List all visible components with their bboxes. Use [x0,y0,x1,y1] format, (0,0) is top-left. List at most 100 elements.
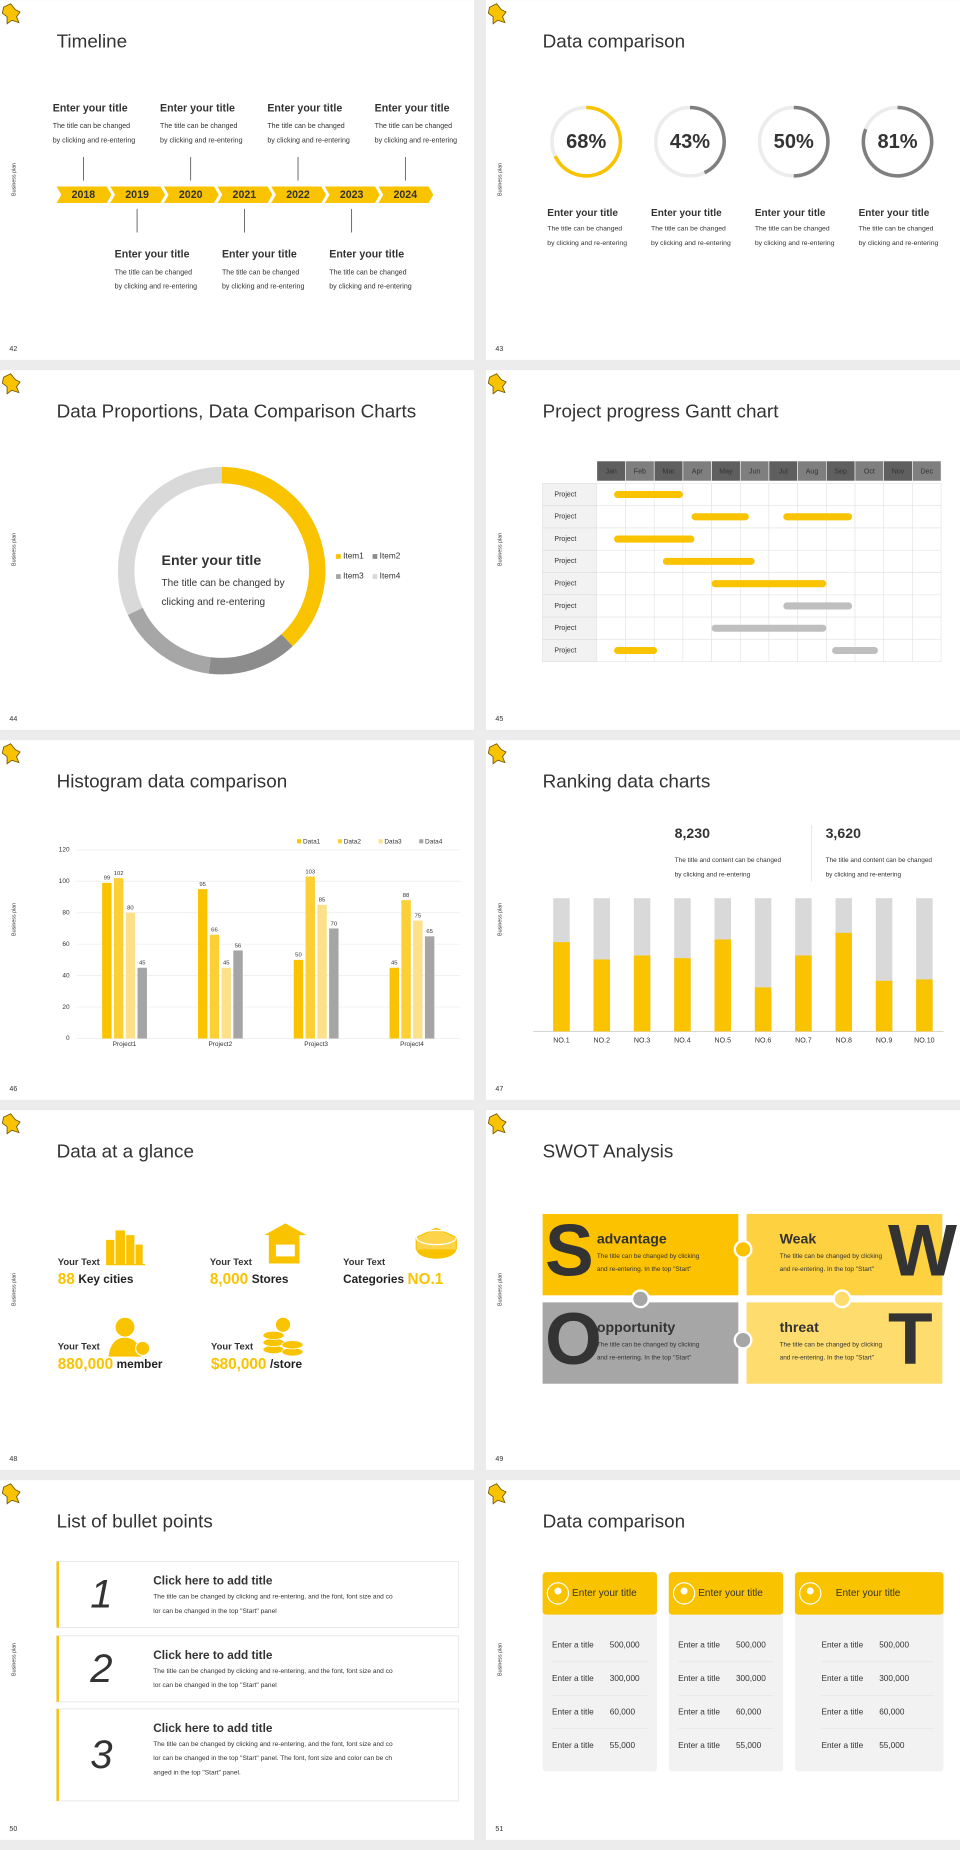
x-tick-label: NO.6 [755,1038,772,1045]
event-desc: The title can be changed [115,269,192,276]
y-tick-label: 40 [62,972,70,979]
cell [653,639,684,662]
cell [653,572,684,596]
cell [739,527,770,551]
bullet-title: Click here to add title [153,1575,273,1588]
item-label: Your Text [58,1256,101,1267]
item-label: Your Text [58,1341,101,1352]
legend-swatch [372,574,378,579]
swot-letter: T [888,1299,933,1380]
x-tick-label: NO.9 [876,1038,893,1045]
bar-value-label: 45 [223,961,230,967]
icon [115,1230,125,1265]
month-label: Apr [692,468,704,475]
x-tick-label: NO.3 [634,1038,651,1045]
icon [262,1330,285,1340]
item-unit: /store [270,1358,303,1371]
bullet-desc: The title can be changed by clicking and… [153,1594,393,1601]
bullet-title: Click here to add title [153,1649,273,1662]
x-tick-label: Project2 [208,1041,232,1048]
bar [389,967,399,1039]
icon [415,1229,457,1246]
y-tick-label: 80 [62,909,70,916]
cell [682,572,712,596]
bullet-accent [56,1561,59,1628]
bar [553,942,570,1032]
swot-letter: O [545,1299,602,1380]
cell [625,616,655,640]
month-label: Mar [662,468,675,475]
cell [912,594,942,618]
slide-title: Project progress Gantt chart [543,401,780,422]
cell [653,505,684,529]
row-label: Enter a title [678,1674,720,1683]
bar-value-label: 75 [415,913,422,919]
item-unit: Categories [343,1273,404,1286]
cell [596,505,626,529]
x-tick-label: NO.8 [835,1038,852,1045]
month-label: Jan [605,468,616,475]
cell [739,639,770,662]
row-label: Enter a title [821,1741,863,1750]
logo [1,3,21,25]
year-label: 2018 [72,189,96,201]
cell [912,483,942,506]
row-label: Enter a title [552,1707,594,1716]
side-label: Business plan [498,533,504,566]
ring-arc [553,105,623,178]
row-label: Enter a title [678,1707,720,1716]
gantt-bar [614,535,695,543]
slide: Business plan 47 Ranking data charts 8,230 T… [486,740,960,1100]
cell [912,527,942,551]
bullet-desc: lor can be changed in the top "Start" pa… [153,1755,392,1762]
bar [593,959,611,1032]
bar-value-label: 50 [295,953,302,959]
ring-label: 68% [566,131,606,153]
slide-title: Data at a glance [57,1141,194,1162]
x-tick-label: NO.5 [715,1038,732,1045]
gantt-bar [711,624,827,632]
year-label: 2023 [340,189,364,201]
card-icon [680,1587,688,1595]
item-highlight: 880,000 [58,1356,113,1373]
highlight-value: 3,620 [826,825,861,841]
cell [682,639,712,662]
cell [682,594,712,618]
swot-letter: W [888,1211,957,1292]
bullet-desc: The title can be changed by clicking and… [153,1741,393,1748]
side-label: Business plan [12,163,18,196]
slide-title: SWOT Analysis [543,1141,674,1162]
swot-desc: The title can be changed by clicking [597,1253,700,1260]
cell [883,594,913,618]
bar [197,889,208,1039]
year-segment [324,186,380,203]
legend-swatch [372,554,378,559]
cell [797,549,827,573]
cell [739,483,770,506]
cell [826,483,856,506]
row-value: 55,000 [610,1741,636,1750]
cell [854,505,885,529]
event-title: Enter your title [267,102,342,114]
month-label: May [719,468,733,475]
event-title: Enter your title [222,249,297,261]
side-label: Business plan [498,903,504,936]
slide: Business plan 46 Histogram data comparison… [0,740,474,1100]
cell [711,594,741,618]
logo [1,743,21,765]
slide-title: List of bullet points [57,1511,213,1532]
year-segment [110,186,166,203]
slide-title: Data comparison [543,1511,686,1532]
year-label: 2021 [233,189,257,201]
logo [487,743,507,765]
cell [653,616,684,640]
row-value: 60,000 [879,1707,905,1716]
ring-arc [861,105,934,178]
cell [596,594,626,618]
card-body [668,1572,784,1772]
x-tick-label: Project1 [113,1041,137,1048]
legend-swatch [378,839,383,844]
cell [797,527,827,551]
bar-value-label: 45 [391,961,398,967]
legend-label: Data3 [384,838,402,845]
